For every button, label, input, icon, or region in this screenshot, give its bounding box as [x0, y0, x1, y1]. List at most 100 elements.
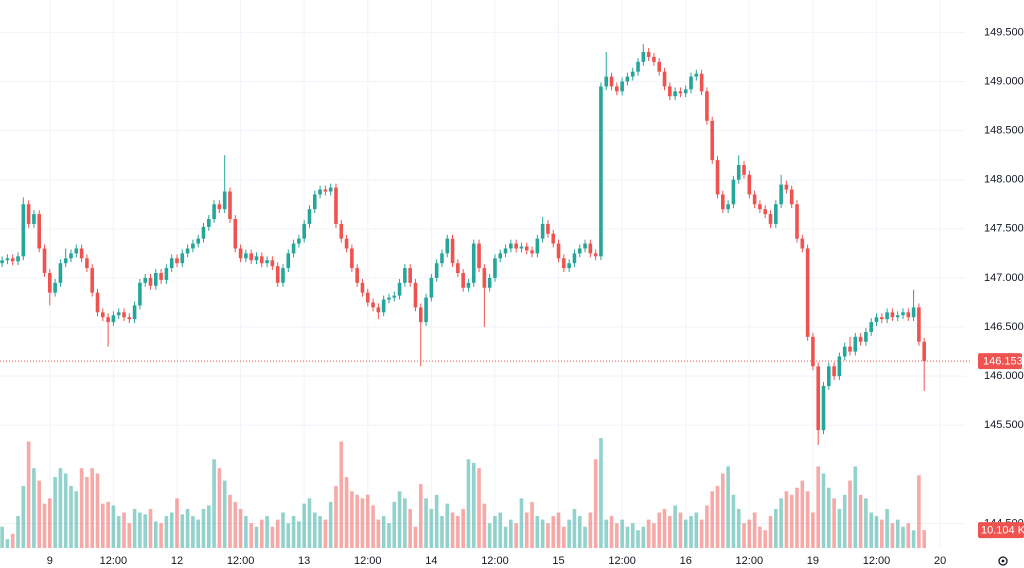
- y-tick-label: 146.500: [984, 321, 1024, 333]
- candle-body: [5, 258, 10, 261]
- volume-bar: [662, 508, 667, 548]
- volume-bar: [159, 523, 163, 548]
- candle-body: [424, 297, 428, 323]
- candle-body: [567, 263, 571, 269]
- volume-bar: [90, 468, 95, 548]
- volume-bar: [318, 516, 322, 548]
- volume-bar: [906, 523, 911, 548]
- volume-bar: [434, 494, 439, 548]
- volume-bar: [233, 501, 238, 548]
- candle-body: [699, 73, 704, 92]
- candle-body: [281, 268, 285, 283]
- candle-body: [837, 356, 842, 377]
- candle-body: [524, 246, 529, 251]
- settings-dot[interactable]: [1001, 559, 1005, 563]
- candle-body: [906, 312, 911, 318]
- volume-bar: [588, 512, 593, 548]
- volume-bar: [694, 512, 699, 548]
- volume-bar: [355, 494, 359, 548]
- volume-bar: [138, 512, 142, 548]
- volume-bar: [450, 512, 455, 548]
- candle-body: [519, 246, 524, 249]
- last-volume-badge: [978, 522, 1024, 539]
- candle-body: [805, 248, 810, 337]
- volume-bar: [832, 498, 836, 548]
- candle-body: [588, 243, 593, 254]
- volume-bar: [95, 473, 100, 548]
- candle-body: [275, 266, 280, 283]
- candle-body: [784, 184, 789, 190]
- candle-body: [789, 189, 794, 205]
- volume-bar: [238, 508, 243, 548]
- candle-body: [726, 204, 730, 210]
- candle-body: [387, 297, 391, 300]
- volume-bar: [562, 526, 566, 548]
- volume-bar: [885, 508, 889, 548]
- candle-body: [312, 194, 317, 210]
- volume-bar: [710, 491, 715, 548]
- candle-body: [212, 204, 216, 220]
- volume-bar: [853, 466, 858, 548]
- candle-body: [604, 76, 609, 87]
- volume-bar: [201, 508, 206, 548]
- volume-bar: [244, 516, 248, 548]
- axes: 144.500145.500146.000146.500147.000147.5…: [47, 26, 1024, 567]
- candle-body: [127, 317, 132, 320]
- candle-body: [731, 179, 736, 205]
- volume-bar: [42, 503, 47, 548]
- candle-body: [58, 263, 63, 283]
- candle-body: [752, 194, 757, 205]
- candle-body: [270, 260, 275, 267]
- candle-body: [683, 89, 688, 94]
- candle-body: [159, 273, 163, 280]
- candle-body: [636, 61, 640, 72]
- volume-bar: [418, 484, 423, 548]
- candle-body: [350, 248, 354, 269]
- volume-bar: [747, 519, 752, 548]
- volume-bar: [392, 501, 397, 548]
- volume-bar: [556, 512, 561, 548]
- candle-body: [10, 258, 15, 262]
- x-tick-label: 16: [680, 555, 692, 567]
- candle-body: [641, 52, 646, 62]
- volume-bar: [350, 491, 354, 548]
- candle-body: [206, 219, 211, 227]
- x-tick-label: 20: [934, 555, 946, 567]
- volume-bar: [111, 505, 116, 548]
- volume-bar: [265, 516, 269, 548]
- volume-bar: [196, 519, 200, 548]
- y-tick-label: 149.000: [984, 75, 1024, 87]
- candle-body: [360, 282, 365, 293]
- x-tick-label: 12:00: [608, 555, 636, 567]
- volume-bar: [175, 498, 179, 548]
- volume-bar: [641, 526, 646, 548]
- volume-bar: [774, 508, 778, 548]
- candle-body: [344, 238, 349, 249]
- volume-bar: [673, 505, 677, 548]
- volume-bar: [842, 494, 847, 548]
- volume-bar: [259, 519, 264, 548]
- volume-bar: [535, 516, 540, 548]
- candle-body: [556, 243, 561, 259]
- volume-bar: [0, 526, 4, 548]
- volume-bar: [763, 530, 768, 548]
- candle-body: [413, 282, 418, 308]
- candle-body: [180, 253, 185, 264]
- settings-ring[interactable]: [998, 556, 1008, 566]
- price-pane: [0, 44, 972, 445]
- candle-body: [365, 292, 370, 303]
- x-tick-label: 12:00: [100, 555, 128, 567]
- volume-bar: [116, 516, 121, 548]
- volume-bar: [254, 526, 259, 548]
- candle-body: [509, 243, 513, 249]
- candle-body: [244, 253, 248, 259]
- volume-bar: [752, 512, 757, 548]
- settings-icon[interactable]: [998, 556, 1008, 566]
- volume-bar: [620, 519, 624, 548]
- candle-body: [95, 292, 100, 313]
- last-volume-label: 10.104 K: [981, 524, 1024, 536]
- volume-bar: [456, 516, 460, 548]
- volume-bar: [164, 516, 169, 548]
- x-tick-label: 12:00: [227, 555, 255, 567]
- volume-bar: [376, 519, 381, 548]
